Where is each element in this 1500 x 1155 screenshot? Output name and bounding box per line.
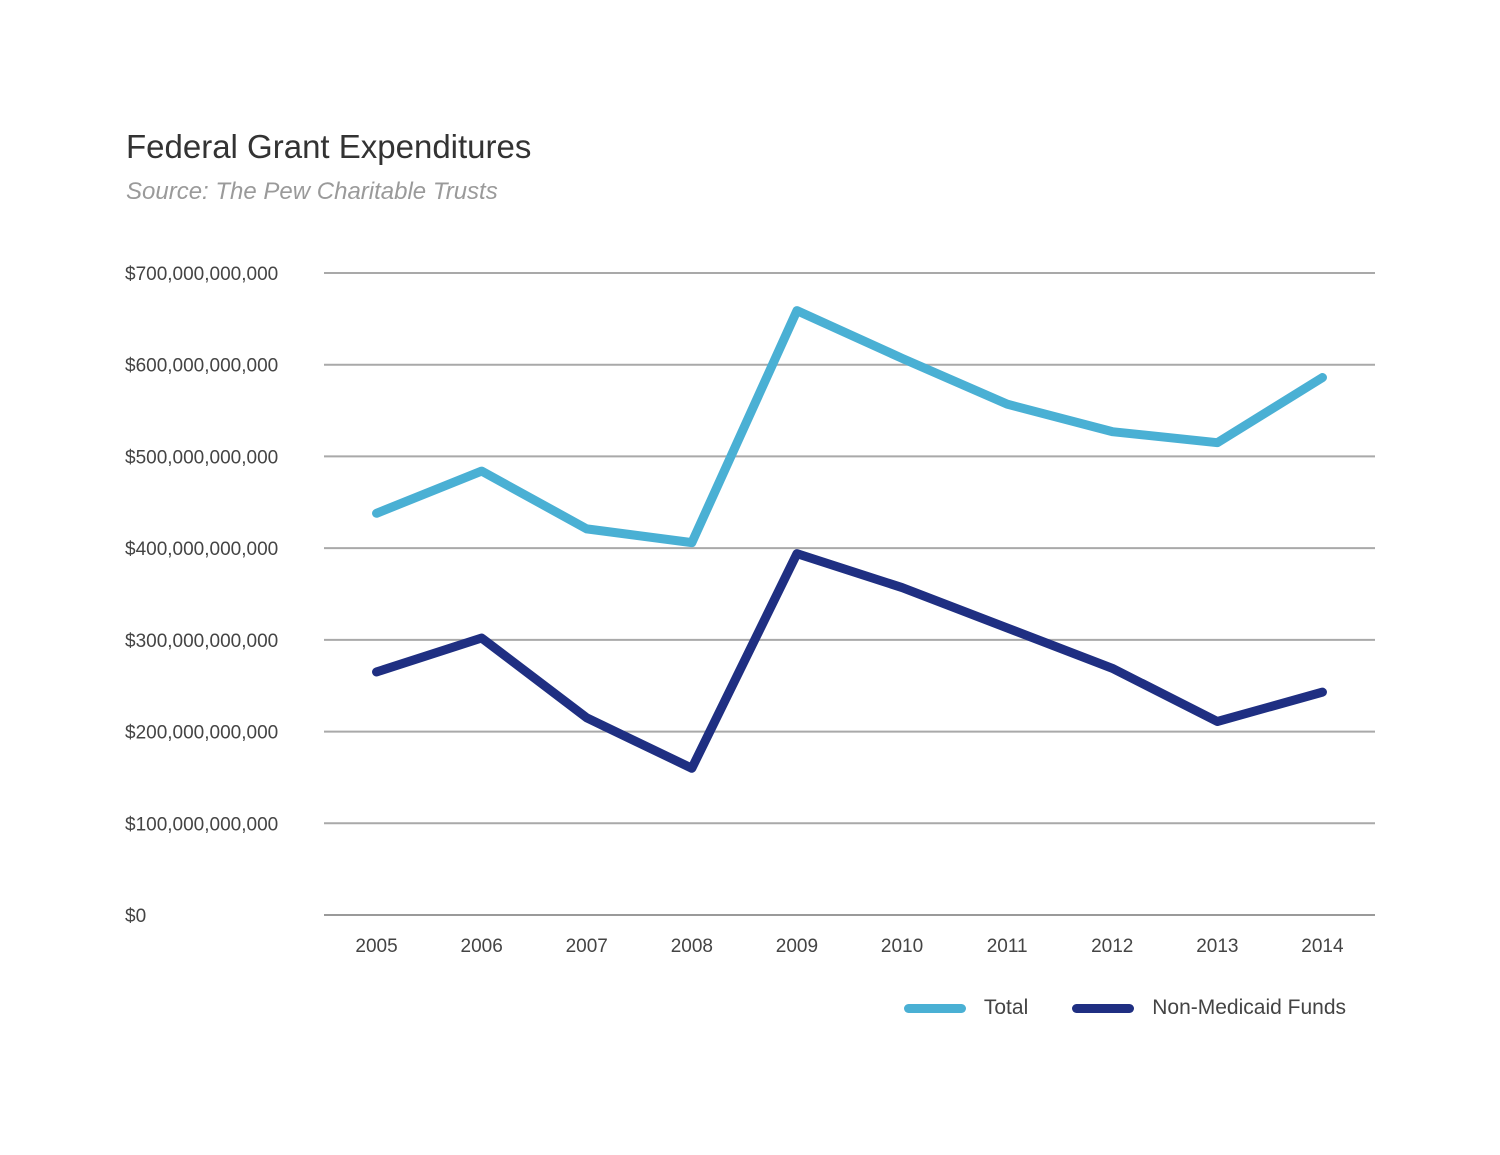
- y-tick-label: $200,000,000,000: [125, 723, 278, 744]
- chart-title: Federal Grant Expenditures: [126, 128, 532, 165]
- legend-item-non-medicaid: Non-Medicaid Funds: [1072, 996, 1346, 1020]
- chart-subtitle: Source: The Pew Charitable Trusts: [126, 178, 498, 205]
- x-tick-label: 2011: [987, 936, 1028, 957]
- x-tick-label: 2014: [1301, 936, 1344, 957]
- y-tick-label: $300,000,000,000: [125, 631, 278, 652]
- gridlines: [324, 272, 1375, 916]
- legend-item-total: Total: [903, 996, 1029, 1020]
- x-tick-label: 2012: [1091, 936, 1133, 957]
- y-tick-label: $100,000,000,000: [125, 814, 278, 835]
- series-lines: [372, 306, 1327, 773]
- y-tick-label: $600,000,000,000: [125, 356, 278, 377]
- legend-label-non-medicaid: Non-Medicaid Funds: [1152, 996, 1346, 1019]
- y-axis-tick-labels: $0 $100,000,000,000 $200,000,000,000 $300,0…: [125, 264, 278, 927]
- legend: Total Non-Medicaid Funds: [903, 996, 1346, 1020]
- x-axis-tick-labels: 2005 2006 2007 2008 2009 2010 2011 2012 2013 2014: [355, 936, 1344, 957]
- x-tick-label: 2013: [1196, 936, 1238, 957]
- y-tick-label: $700,000,000,000: [125, 264, 278, 285]
- x-tick-label: 2010: [881, 936, 923, 957]
- x-tick-label: 2008: [671, 936, 713, 957]
- series-line-non-medicaid: [372, 549, 1327, 773]
- legend-swatch-non-medicaid: [1072, 1003, 1135, 1013]
- y-tick-label: $400,000,000,000: [125, 539, 278, 560]
- series-line-total: [372, 306, 1327, 548]
- x-tick-label: 2005: [355, 936, 397, 957]
- x-tick-label: 2009: [776, 936, 818, 957]
- legend-label-total: Total: [983, 996, 1029, 1019]
- x-tick-label: 2007: [566, 936, 608, 957]
- y-tick-label: $500,000,000,000: [125, 447, 278, 468]
- legend-swatch-total: [903, 1003, 966, 1013]
- x-tick-label: 2006: [461, 936, 503, 957]
- y-tick-label: $0: [125, 906, 146, 927]
